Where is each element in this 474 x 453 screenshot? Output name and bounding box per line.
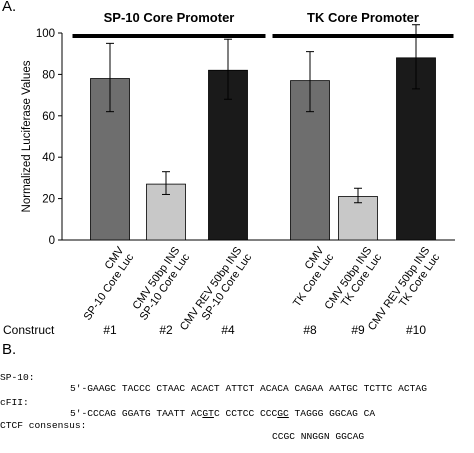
category-label: CMVSP-10 Core Luc bbox=[72, 244, 137, 322]
category-label: CMV 50bp INSSP-10 Core Luc bbox=[128, 244, 193, 322]
panel-label-a: A. bbox=[2, 0, 17, 15]
construct-number: #4 bbox=[221, 323, 235, 337]
y-tick-label: 80 bbox=[42, 69, 55, 81]
sequence-label: CTCF consensus: bbox=[0, 420, 87, 431]
y-tick-label: 60 bbox=[42, 111, 55, 123]
figure: A. 0 20 40 60 80 100 Normalized Luciferase Val… bbox=[0, 0, 474, 442]
bar bbox=[338, 196, 378, 241]
bar-chart: 0 20 40 60 80 100 Normalized Luciferase Values… bbox=[3, 10, 455, 337]
y-tick-label: 20 bbox=[42, 194, 55, 206]
construct-row-label: Construct bbox=[3, 323, 55, 337]
y-axis-title: Normalized Luciferase Values bbox=[21, 60, 33, 212]
sequence-segment: CCGC NNGGN GGCAG bbox=[272, 431, 365, 442]
y-tick-label: 0 bbox=[49, 235, 55, 247]
sequence-row-cfii: cFII: 5'-CCCAG GGATG TAATT ACGTC CCTCC C… bbox=[0, 386, 474, 419]
underlined-bases: GC bbox=[277, 408, 289, 419]
group-bracket bbox=[72, 34, 266, 38]
sequence-segment: C CCTCC CCC bbox=[213, 408, 278, 419]
underlined-bases: GT bbox=[202, 408, 214, 419]
group-title: SP-10 Core Promoter bbox=[104, 10, 235, 25]
construct-number: #10 bbox=[406, 323, 426, 337]
construct-number: #8 bbox=[303, 323, 317, 337]
construct-number: #1 bbox=[103, 323, 117, 337]
sequence-segment: 5'-CCCAG GGATG TAATT AC bbox=[70, 408, 203, 419]
sequence-segment: TAGGG GGCAG CA bbox=[288, 408, 376, 419]
sequence-text: 5'-CCCAG GGATG TAATT ACGTC CCTCC CCCGC T… bbox=[70, 408, 375, 419]
construct-number: #9 bbox=[351, 323, 365, 337]
sequence-text: 5'-GAAGC TACCC CTAAC ACACT ATTCT ACACA C… bbox=[70, 383, 427, 394]
sequence-text: CCGC NNGGN GGCAG bbox=[272, 431, 364, 442]
panel-label-b: B. bbox=[2, 341, 17, 358]
sequence-row-sp10: SP-10: 5'-GAAGC TACCC CTAAC ACACT ATTCT … bbox=[0, 361, 474, 394]
sequence-label: cFII: bbox=[0, 397, 29, 408]
construct-number: #2 bbox=[159, 323, 173, 337]
sequence-segment: 5'-GAAGC TACCC CTAAC ACACT ATTCT ACACA C… bbox=[70, 383, 427, 394]
y-tick-label: 40 bbox=[42, 152, 55, 164]
group-title: TK Core Promoter bbox=[307, 10, 419, 25]
y-tick-label: 100 bbox=[36, 28, 55, 40]
sequence-label: SP-10: bbox=[0, 372, 35, 383]
group-bracket bbox=[272, 34, 454, 38]
